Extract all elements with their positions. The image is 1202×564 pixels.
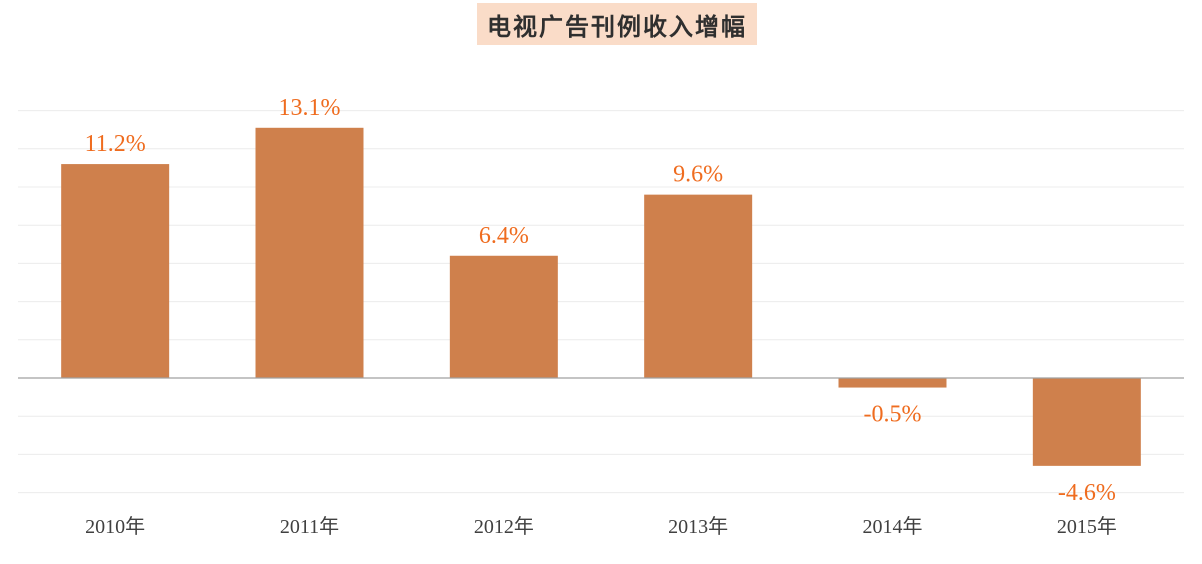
x-tick-label: 2013年 bbox=[668, 515, 728, 538]
data-label: 13.1% bbox=[279, 95, 341, 121]
bar-2011年 bbox=[255, 127, 364, 378]
data-label: -0.5% bbox=[864, 402, 922, 428]
bars bbox=[61, 127, 1141, 466]
x-tick-label: 2015年 bbox=[1057, 515, 1117, 538]
data-label: 11.2% bbox=[85, 131, 146, 157]
bar-2015年 bbox=[1032, 378, 1141, 466]
x-tick-label: 2012年 bbox=[474, 515, 534, 538]
data-label: 9.6% bbox=[673, 162, 723, 188]
data-labels: 11.2% 13.1% 6.4% 9.6% -0.5% -4.6% bbox=[85, 95, 1116, 506]
x-tick-label: 2011年 bbox=[280, 515, 339, 538]
x-tick-label: 2014年 bbox=[863, 515, 923, 538]
bar-2012年 bbox=[449, 255, 558, 378]
gridlines bbox=[18, 110, 1184, 494]
data-label: 6.4% bbox=[479, 223, 529, 249]
chart-title-box: 电视广告刊例收入增幅 bbox=[477, 3, 757, 45]
x-tick-labels: 2010年 2011年 2012年 2013年 2014年 2015年 bbox=[85, 515, 1117, 538]
bar-2014年 bbox=[838, 378, 947, 388]
chart-title: 电视广告刊例收入增幅 bbox=[487, 12, 747, 41]
data-label: -4.6% bbox=[1058, 480, 1116, 506]
x-tick-label: 2010年 bbox=[85, 515, 145, 538]
bar-2013年 bbox=[644, 194, 753, 378]
bar-2010年 bbox=[61, 164, 170, 378]
